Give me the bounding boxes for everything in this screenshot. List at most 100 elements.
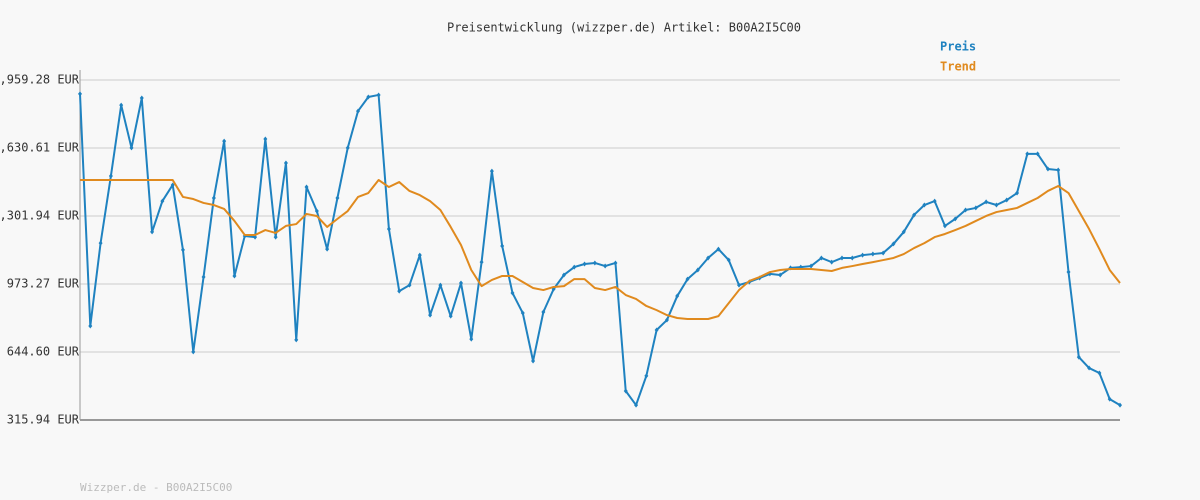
chart-title: Preisentwicklung (wizzper.de) Artikel: B… — [447, 21, 801, 35]
point-marker — [706, 255, 711, 261]
point-marker — [1066, 269, 1071, 275]
point-marker — [592, 260, 597, 266]
point-marker — [654, 327, 659, 333]
point-marker — [778, 272, 783, 278]
point-marker — [500, 243, 505, 249]
point-marker — [283, 160, 288, 166]
point-marker — [634, 402, 639, 408]
point-marker — [809, 263, 814, 269]
point-marker — [994, 202, 999, 208]
point-marker — [623, 388, 628, 394]
point-marker — [304, 184, 309, 190]
point-marker — [222, 138, 227, 144]
point-marker — [973, 205, 978, 211]
point-marker — [438, 282, 443, 288]
point-marker — [582, 261, 587, 267]
point-marker — [531, 358, 536, 364]
point-marker — [458, 280, 463, 286]
point-marker — [870, 251, 875, 257]
point-marker — [510, 290, 515, 296]
point-marker — [891, 241, 896, 247]
point-marker — [1035, 151, 1040, 157]
y-tick-label: 644.60 EUR — [7, 345, 80, 359]
point-marker — [78, 91, 82, 97]
point-marker — [603, 263, 608, 269]
point-marker — [860, 252, 865, 258]
point-marker — [839, 255, 844, 261]
point-marker — [345, 145, 350, 151]
point-marker — [98, 240, 103, 246]
point-marker — [335, 195, 340, 201]
y-tick-label: 1,630.61 EUR — [0, 141, 80, 155]
legend-label: Trend — [940, 60, 976, 74]
y-tick-label: 973.27 EUR — [7, 277, 80, 291]
point-marker — [912, 212, 917, 218]
y-tick-label: 315.94 EUR — [7, 413, 80, 427]
point-marker — [881, 250, 886, 256]
point-marker — [417, 252, 422, 258]
point-marker — [201, 274, 206, 280]
point-marker — [294, 337, 299, 343]
point-marker — [541, 309, 546, 315]
point-marker — [191, 349, 196, 355]
point-marker — [170, 182, 175, 188]
point-marker — [397, 288, 402, 294]
footer: Wizzper.de - B00A2I5C00 — [80, 481, 232, 494]
point-marker — [664, 317, 669, 323]
point-marker — [1107, 396, 1112, 402]
point-marker — [520, 310, 525, 316]
point-marker — [1097, 370, 1102, 376]
point-marker — [160, 198, 165, 204]
point-marker — [613, 260, 618, 266]
point-marker — [1056, 167, 1061, 173]
point-marker — [850, 255, 855, 261]
point-marker — [644, 373, 649, 379]
point-marker — [428, 312, 433, 318]
point-marker — [386, 226, 391, 232]
point-marker — [829, 259, 834, 265]
point-marker — [448, 313, 453, 319]
point-marker — [119, 102, 124, 108]
point-marker — [819, 255, 824, 261]
point-marker — [675, 293, 680, 299]
point-marker — [489, 168, 494, 174]
point-marker — [942, 223, 947, 229]
point-marker — [129, 145, 134, 151]
point-marker — [984, 199, 989, 205]
point-marker — [139, 95, 144, 101]
point-marker — [150, 229, 155, 235]
point-marker — [726, 257, 731, 263]
point-marker — [1015, 190, 1020, 196]
y-tick-label: 1,959.28 EUR — [0, 73, 80, 87]
point-marker — [366, 94, 371, 100]
point-marker — [1045, 166, 1050, 172]
point-marker — [376, 92, 381, 98]
point-marker — [716, 246, 721, 252]
point-marker — [1025, 151, 1030, 157]
point-marker — [232, 273, 237, 279]
point-marker — [469, 336, 474, 342]
point-marker — [1087, 365, 1092, 371]
series-line — [80, 178, 1121, 321]
point-marker — [314, 208, 319, 214]
point-marker — [561, 272, 566, 278]
point-marker — [325, 246, 330, 252]
point-marker — [108, 173, 113, 179]
point-marker — [953, 216, 958, 222]
legend-label: Preis — [940, 40, 976, 54]
point-marker — [922, 202, 927, 208]
y-tick-label: 1,301.94 EUR — [0, 209, 80, 223]
point-marker — [88, 323, 93, 329]
point-marker — [180, 247, 185, 253]
point-marker — [263, 136, 268, 142]
point-marker — [356, 108, 361, 114]
point-marker — [1004, 197, 1009, 203]
point-marker — [211, 195, 216, 201]
point-marker — [1076, 354, 1081, 360]
point-marker — [901, 229, 906, 235]
point-marker — [685, 276, 690, 282]
point-marker — [479, 259, 484, 265]
point-marker — [737, 282, 742, 288]
